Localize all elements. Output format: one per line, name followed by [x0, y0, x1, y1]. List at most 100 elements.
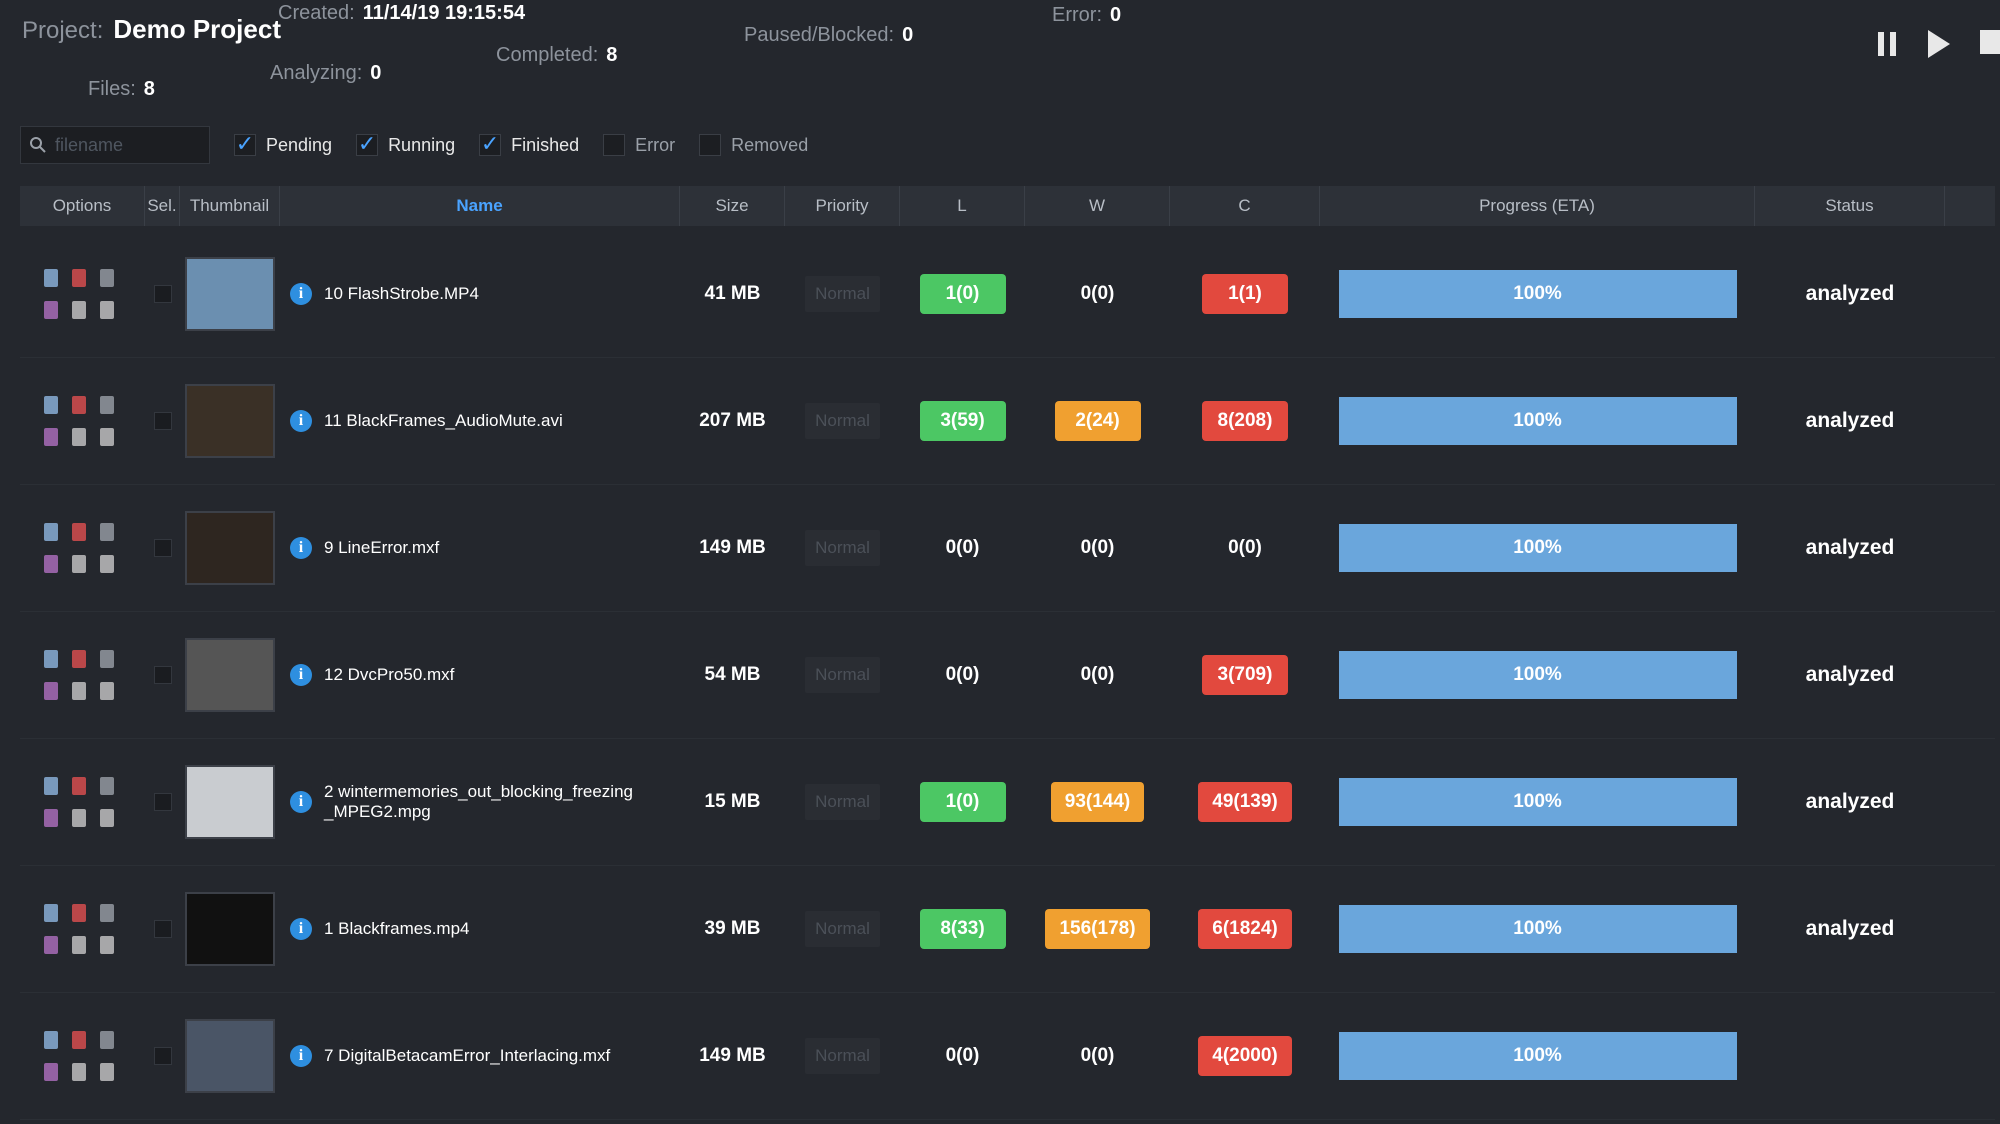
table-cell: 2(24) [1025, 357, 1170, 484]
table-cell: 1(1) [1170, 230, 1320, 357]
option-icon[interactable] [99, 427, 114, 446]
checkbox-box[interactable] [603, 134, 626, 156]
checkbox-box[interactable]: ✓ [479, 131, 502, 156]
column-header[interactable]: Status [1755, 186, 1945, 226]
progress-bar: 100% [1338, 269, 1737, 318]
select-checkbox[interactable] [153, 665, 172, 684]
playback-controls[interactable] [1870, 24, 2000, 64]
option-icon[interactable] [43, 427, 58, 446]
option-icon[interactable] [71, 935, 86, 954]
option-icon[interactable] [43, 776, 58, 795]
filter-checkbox[interactable]: Removed [699, 134, 808, 156]
project: Project: Demo Project [22, 14, 281, 45]
option-icon[interactable] [43, 300, 58, 319]
pause-icon[interactable] [1890, 32, 1896, 56]
option-icon[interactable] [43, 1030, 58, 1049]
column-header[interactable]: L [900, 186, 1025, 226]
option-icon[interactable] [43, 935, 58, 954]
option-icon[interactable] [43, 268, 58, 287]
table-cell [145, 865, 180, 992]
info-icon[interactable]: i [290, 282, 312, 305]
stat: Paused/Blocked: 0 [744, 24, 913, 47]
info-icon[interactable]: i [290, 790, 312, 813]
option-icon[interactable] [43, 681, 58, 700]
stat-value: 0 [902, 24, 914, 46]
option-icon[interactable] [99, 268, 114, 287]
table-cell: Normal [785, 992, 900, 1119]
option-icon[interactable] [99, 300, 114, 319]
option-icon[interactable] [71, 268, 86, 287]
option-icon[interactable] [43, 395, 58, 414]
table-cell: i 9 LineError.mxf [280, 484, 680, 611]
option-icon[interactable] [71, 681, 86, 700]
select-checkbox[interactable] [153, 1046, 172, 1065]
table-row: i 10 FlashStrobe.MP4 41 MB Normal 1(0) 0(0) 1(… [20, 230, 1995, 358]
search-box[interactable]: filename [20, 126, 210, 164]
stop-icon[interactable] [1980, 30, 2000, 54]
column-header[interactable]: Priority [785, 186, 900, 226]
filter-checkbox[interactable]: ✓ Running [356, 131, 455, 156]
select-checkbox[interactable] [153, 919, 172, 938]
option-icon[interactable] [43, 903, 58, 922]
info-icon[interactable]: i [290, 536, 312, 559]
thumbnail [185, 256, 275, 331]
priority: Normal [805, 275, 880, 312]
column-header[interactable]: Size [680, 186, 785, 226]
option-icon[interactable] [99, 1030, 114, 1049]
filter-checkbox[interactable]: ✓ Pending [234, 131, 332, 156]
table-cell: 100% [1320, 865, 1755, 992]
column-header[interactable]: W [1025, 186, 1170, 226]
column-header[interactable]: Name [280, 186, 680, 226]
option-icon[interactable] [43, 808, 58, 827]
option-icon[interactable] [99, 395, 114, 414]
checkbox-box[interactable] [699, 134, 722, 156]
option-icon[interactable] [43, 522, 58, 541]
created: Created: 11/14/19 19:15:54 [278, 2, 525, 25]
filter-checkbox[interactable]: ✓ Finished [479, 131, 579, 156]
column-header[interactable]: Progress (ETA) [1320, 186, 1755, 226]
select-checkbox[interactable] [153, 411, 172, 430]
option-icon[interactable] [71, 808, 86, 827]
option-icon[interactable] [99, 935, 114, 954]
checkbox-box[interactable]: ✓ [356, 131, 379, 156]
option-icon[interactable] [43, 649, 58, 668]
info-icon[interactable]: i [290, 409, 312, 432]
select-checkbox[interactable] [153, 792, 172, 811]
option-icon[interactable] [71, 776, 86, 795]
option-icon[interactable] [71, 1062, 86, 1081]
option-icon[interactable] [99, 681, 114, 700]
option-icon[interactable] [71, 649, 86, 668]
priority: Normal [805, 402, 880, 439]
option-icon[interactable] [71, 903, 86, 922]
select-checkbox[interactable] [153, 284, 172, 303]
table-cell: 15 MB [680, 738, 785, 865]
checkbox-box[interactable]: ✓ [234, 131, 256, 156]
option-icon[interactable] [71, 427, 86, 446]
option-icon[interactable] [71, 1030, 86, 1049]
column-header[interactable]: C [1170, 186, 1320, 226]
option-icon[interactable] [71, 300, 86, 319]
option-icon[interactable] [99, 1062, 114, 1081]
file-name: 2 wintermemories_out_blocking_freezing_M… [324, 781, 633, 821]
table-cell: 49(139) [1170, 738, 1320, 865]
info-icon[interactable]: i [290, 917, 312, 940]
play-icon[interactable] [1928, 30, 1950, 58]
option-icon[interactable] [43, 554, 58, 573]
filter-checkbox[interactable]: Error [603, 134, 675, 156]
option-icon[interactable] [71, 395, 86, 414]
option-icon[interactable] [99, 808, 114, 827]
option-icon[interactable] [99, 776, 114, 795]
info-icon[interactable]: i [290, 663, 312, 686]
info-icon[interactable]: i [290, 1044, 312, 1067]
option-icon[interactable] [43, 1062, 58, 1081]
option-icon[interactable] [71, 554, 86, 573]
option-icon[interactable] [99, 649, 114, 668]
option-icon[interactable] [71, 522, 86, 541]
pause-icon[interactable] [1878, 32, 1884, 56]
select-checkbox[interactable] [153, 538, 172, 557]
table-cell: 93(144) [1025, 738, 1170, 865]
option-icon[interactable] [99, 522, 114, 541]
option-icon[interactable] [99, 903, 114, 922]
option-icon[interactable] [99, 554, 114, 573]
